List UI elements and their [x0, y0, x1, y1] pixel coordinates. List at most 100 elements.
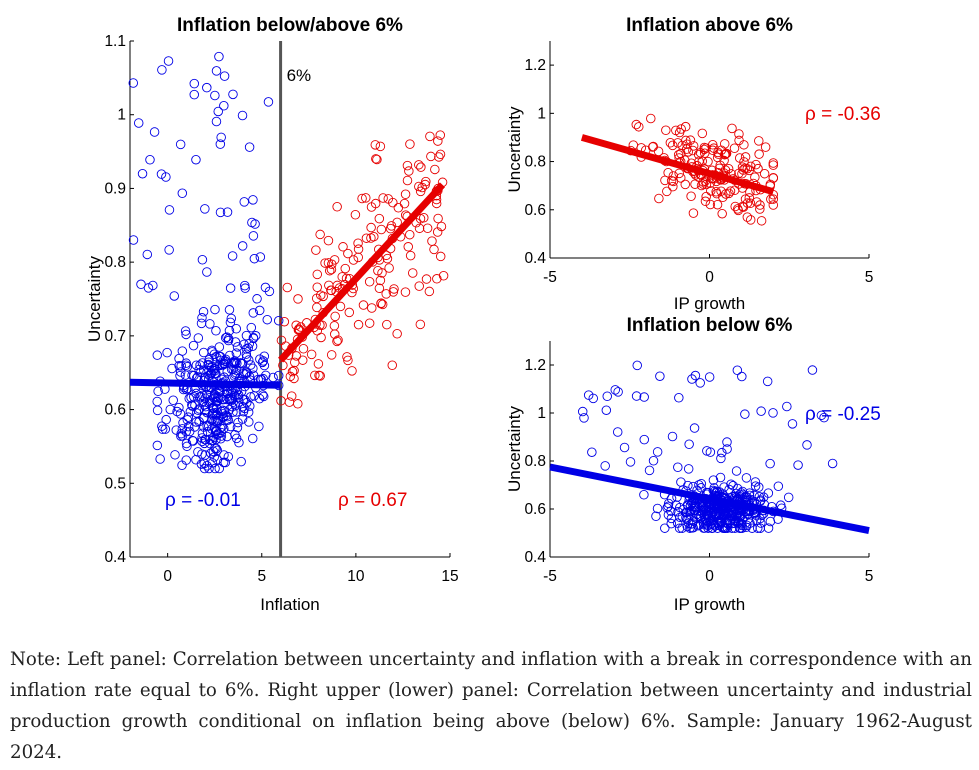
data-point	[435, 149, 446, 160]
data-point	[668, 181, 678, 192]
data-point	[722, 444, 732, 454]
data-point	[189, 78, 200, 89]
data-point	[783, 492, 794, 503]
data-point	[733, 205, 744, 216]
data-point	[212, 445, 223, 456]
data-point	[634, 122, 644, 132]
data-point	[229, 358, 240, 369]
data-point	[199, 438, 210, 449]
data-point	[433, 213, 443, 224]
data-point	[358, 300, 369, 310]
scatter-series	[577, 360, 838, 533]
data-point	[690, 179, 700, 189]
data-point	[579, 413, 589, 423]
data-point	[188, 340, 199, 351]
data-point	[672, 518, 683, 528]
data-point	[714, 519, 724, 529]
data-point	[666, 506, 676, 516]
data-point	[204, 463, 214, 474]
data-point	[177, 346, 188, 356]
y-tick-label: 0.9	[104, 180, 126, 197]
fit-line	[278, 182, 446, 363]
data-point	[343, 248, 353, 259]
data-point	[249, 253, 260, 264]
data-point	[726, 479, 736, 490]
data-point	[374, 283, 385, 294]
data-point	[697, 156, 707, 167]
y-tick-label: 0.8	[524, 154, 546, 171]
data-point	[194, 404, 205, 414]
data-point	[222, 394, 232, 405]
y-axis-label: Uncertainty	[505, 106, 524, 192]
data-point	[196, 459, 207, 469]
data-point	[255, 252, 266, 262]
data-point	[765, 458, 775, 469]
data-point	[695, 378, 705, 388]
data-point	[153, 386, 163, 397]
data-point	[224, 325, 235, 336]
data-point	[735, 511, 745, 522]
data-point	[725, 186, 736, 196]
data-point	[320, 258, 330, 268]
y-tick-label: 1	[537, 105, 546, 122]
data-point	[745, 198, 756, 208]
data-point	[723, 163, 734, 174]
data-point	[259, 351, 270, 362]
data-point	[324, 280, 334, 291]
data-point	[719, 139, 730, 149]
data-point	[211, 368, 221, 379]
data-point	[181, 426, 191, 437]
data-point	[655, 371, 665, 381]
data-point	[414, 223, 425, 234]
data-point	[421, 176, 431, 187]
data-point	[683, 147, 693, 157]
data-point	[175, 367, 186, 377]
data-point	[228, 364, 238, 375]
data-point	[768, 408, 778, 418]
data-point	[223, 451, 234, 462]
data-point	[216, 431, 227, 441]
data-point	[343, 355, 353, 366]
data-point	[727, 123, 737, 134]
data-point	[290, 357, 300, 368]
data-point	[400, 189, 411, 199]
data-point	[311, 245, 321, 255]
panel-title: Inflation below 6%	[627, 315, 793, 336]
data-point	[378, 193, 388, 203]
x-tick-label: 0	[163, 568, 172, 585]
data-point	[648, 456, 659, 466]
data-point	[375, 275, 386, 286]
data-point	[211, 351, 221, 362]
data-point	[219, 394, 229, 405]
data-point	[248, 231, 259, 241]
data-point	[707, 140, 718, 150]
data-point	[768, 200, 779, 210]
data-point	[701, 515, 711, 525]
data-point	[681, 144, 692, 154]
data-point	[200, 401, 211, 412]
data-point	[382, 319, 392, 330]
y-tick-label: 0.4	[524, 250, 546, 267]
data-point	[742, 520, 752, 531]
data-point	[145, 155, 155, 165]
data-point	[768, 194, 779, 204]
x-axis-label: IP growth	[674, 595, 746, 614]
data-point	[333, 335, 343, 345]
data-point	[222, 207, 233, 217]
data-point	[388, 287, 399, 297]
data-point	[254, 393, 265, 404]
data-point	[296, 322, 306, 332]
data-point	[247, 433, 258, 444]
data-point	[683, 480, 693, 491]
data-point	[425, 131, 435, 142]
data-point	[353, 252, 363, 263]
data-point	[238, 394, 249, 405]
data-point	[128, 235, 139, 245]
data-point	[719, 482, 729, 492]
data-point	[248, 308, 259, 318]
data-point	[293, 399, 303, 409]
data-point	[773, 481, 784, 492]
data-point	[722, 437, 732, 447]
panel-title: Inflation above 6%	[626, 15, 793, 36]
data-point	[600, 461, 610, 471]
